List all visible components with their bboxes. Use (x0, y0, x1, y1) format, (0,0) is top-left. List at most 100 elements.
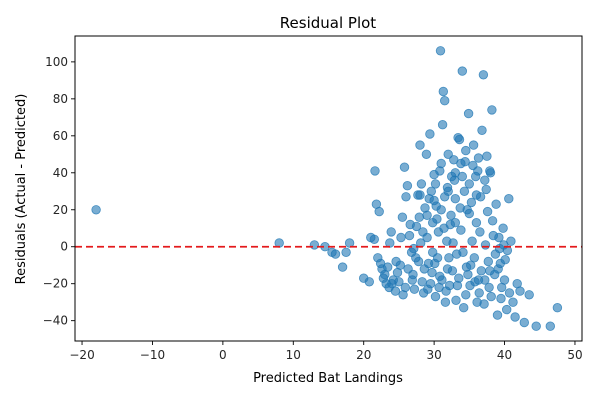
data-point (457, 66, 468, 76)
data-point (450, 193, 461, 204)
data-point (452, 280, 463, 291)
y-tick-label: 0 (60, 240, 68, 254)
data-point (467, 236, 477, 246)
data-point (402, 180, 413, 191)
data-point (430, 258, 440, 269)
data-point (438, 86, 449, 97)
data-point (477, 125, 487, 136)
data-point (430, 291, 441, 302)
y-tick-label: −20 (43, 277, 68, 291)
data-point (454, 134, 465, 145)
data-point (442, 264, 453, 274)
data-point (435, 46, 446, 56)
data-point (482, 206, 493, 217)
data-point (383, 262, 393, 272)
data-point (415, 140, 425, 150)
data-point (487, 105, 497, 115)
data-point (480, 175, 490, 185)
x-tick-label: 10 (286, 348, 301, 362)
data-point (434, 282, 444, 293)
x-tick-label: 30 (426, 348, 441, 362)
data-point (473, 275, 484, 285)
data-point (471, 217, 482, 228)
y-tick-label: 40 (53, 166, 68, 180)
data-point (430, 179, 441, 189)
data-point (461, 145, 471, 156)
x-tick-label: 50 (567, 348, 582, 362)
data-point (490, 249, 501, 259)
data-point (463, 269, 473, 280)
data-point (397, 212, 408, 222)
data-point (421, 149, 432, 160)
data-point (416, 179, 427, 189)
data-point (341, 247, 351, 258)
data-point (387, 279, 397, 289)
y-axis: −40 −20 0 20 40 60 80 100 (43, 55, 75, 328)
data-point (409, 284, 420, 294)
data-point (552, 303, 563, 313)
y-axis-label: Residuals (Actual - Predicted) (14, 94, 29, 285)
data-point (444, 253, 454, 263)
data-point (396, 232, 406, 243)
data-point (404, 230, 415, 241)
data-point (374, 206, 384, 217)
data-point (91, 205, 101, 215)
data-point (471, 190, 482, 200)
data-point (414, 212, 425, 222)
data-point (400, 282, 411, 293)
data-point (461, 290, 471, 300)
data-point (330, 249, 341, 259)
data-point (475, 227, 485, 237)
data-point (443, 186, 453, 197)
data-point (435, 166, 445, 176)
y-tick-label: 100 (45, 55, 68, 69)
data-point (401, 192, 411, 202)
data-point (436, 205, 446, 215)
data-point (497, 282, 507, 293)
data-point (437, 119, 448, 130)
data-point (428, 247, 438, 258)
data-point (498, 223, 508, 233)
data-point (472, 297, 482, 307)
data-point (422, 210, 432, 221)
data-point (480, 240, 491, 250)
y-tick-label: −40 (43, 314, 68, 328)
x-axis-label: Predicted Bat Landings (253, 371, 403, 386)
data-point (466, 197, 477, 208)
data-point (485, 266, 495, 276)
x-tick-label: 0 (219, 348, 227, 362)
data-point (391, 256, 401, 267)
data-point (468, 160, 478, 171)
data-point (446, 210, 456, 221)
data-point (432, 214, 442, 224)
data-point (451, 295, 461, 306)
data-point (545, 321, 556, 331)
data-point (440, 297, 451, 307)
data-point (418, 227, 428, 237)
data-point (504, 288, 515, 298)
x-tick-label: 40 (497, 348, 512, 362)
data-point (443, 149, 453, 160)
data-point (411, 253, 421, 263)
data-point (337, 262, 348, 272)
data-point (309, 240, 320, 250)
data-point (478, 70, 489, 80)
data-point (386, 227, 396, 237)
data-point (378, 273, 389, 283)
y-tick-label: 20 (53, 203, 68, 217)
data-point (473, 153, 484, 163)
data-point (419, 264, 430, 274)
data-point (495, 258, 506, 269)
data-point (531, 321, 541, 331)
data-point (487, 216, 498, 226)
data-point (486, 291, 496, 302)
data-point (399, 162, 410, 172)
data-point (524, 290, 534, 300)
data-point (423, 284, 433, 294)
data-point (482, 151, 492, 161)
data-point (455, 203, 465, 213)
data-point (459, 303, 469, 313)
data-point (492, 310, 503, 320)
data-point (459, 186, 470, 197)
